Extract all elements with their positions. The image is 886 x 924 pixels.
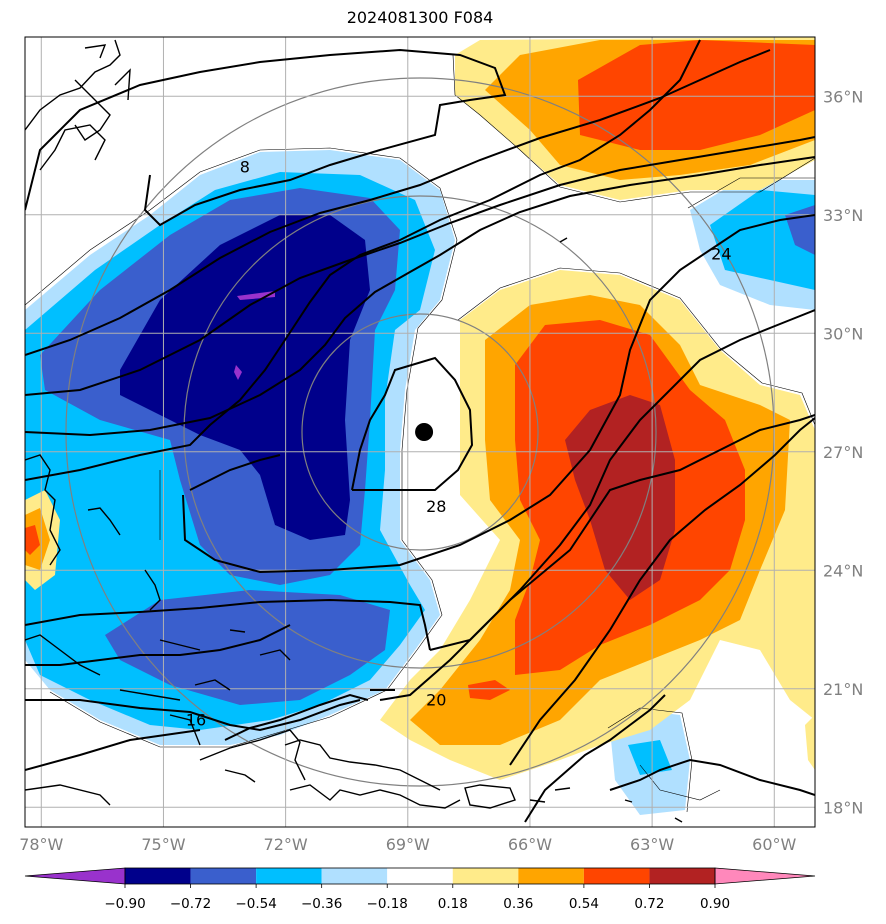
latitude-labels: 18°N 21°N 24°N 27°N 30°N 33°N 36°N	[823, 87, 863, 817]
contour-label: 20	[426, 691, 446, 710]
contour-labels: 8 24 28 20 16	[186, 157, 732, 729]
colorbar-segment	[125, 868, 191, 884]
longitude-tick-label: 66°W	[508, 835, 552, 854]
colorbar-tick-label: 0.18	[438, 896, 468, 912]
latitude-tick-label: 27°N	[823, 443, 863, 462]
height-contours	[25, 39, 815, 823]
contour-label: 8	[240, 157, 250, 176]
latitude-tick-label: 18°N	[823, 798, 863, 817]
colorbar-segment	[518, 868, 584, 884]
longitude-tick-label: 75°W	[141, 835, 185, 854]
longitude-tick-label: 60°W	[752, 835, 796, 854]
colorbar-extend-low	[24, 867, 126, 885]
map-area: 8 24 28 20 16	[25, 37, 815, 827]
colorbar-tick-labels: −0.90 −0.72 −0.54 −0.36 −0.18 0.18 0.36 0.54 0.7…	[104, 884, 730, 912]
colorbar-extend-high	[714, 867, 816, 885]
colorbar-segment	[256, 868, 322, 884]
contour-label: 24	[711, 244, 731, 263]
latitude-tick-label: 36°N	[823, 87, 863, 106]
colorbar-tick-label: −0.72	[170, 896, 211, 912]
latitude-tick-label: 30°N	[823, 324, 863, 343]
colorbar-segment	[649, 868, 715, 884]
latitude-tick-label: 24°N	[823, 561, 863, 580]
colorbar-segment	[452, 868, 519, 884]
storm-center-dot	[415, 423, 434, 441]
colorbar-segment	[321, 868, 388, 884]
colorbar-segment	[190, 868, 257, 884]
range-rings	[65, 77, 775, 787]
latitude-tick-label: 21°N	[823, 680, 863, 699]
coastlines	[25, 39, 683, 823]
storm-center-marker	[415, 423, 434, 441]
latitude-tick-label: 33°N	[823, 206, 863, 225]
contour-label: 28	[426, 497, 446, 516]
colorbar-tick-label: 0.36	[503, 896, 533, 912]
positive-anomaly-field	[25, 37, 815, 780]
colorbar-tick-label: 0.54	[569, 896, 599, 912]
colorbar-frame	[124, 867, 716, 885]
colorbar-tick-label: −0.54	[235, 896, 276, 912]
colorbar-segment	[387, 868, 453, 884]
longitude-tick-label: 63°W	[630, 835, 674, 854]
colorbar-tick-label: 0.90	[700, 896, 730, 912]
colorbar-tick-label: 0.72	[634, 896, 664, 912]
longitude-tick-label: 72°W	[264, 835, 308, 854]
longitude-labels: 78°W 75°W 72°W 69°W 66°W 63°W 60°W	[19, 835, 796, 854]
map-title: 2024081300 F084	[346, 8, 494, 27]
colorbar-tick-label: −0.18	[367, 896, 408, 912]
longitude-tick-label: 78°W	[19, 835, 63, 854]
colorbar-tick-label: −0.90	[104, 896, 145, 912]
colorbar-segment	[583, 868, 650, 884]
negative-anomaly-field	[25, 150, 815, 815]
colorbar-tick-label: −0.36	[301, 896, 342, 912]
contour-label: 16	[186, 710, 206, 729]
colorbar	[24, 867, 816, 885]
map-frame	[24, 36, 816, 828]
longitude-tick-label: 69°W	[386, 835, 430, 854]
